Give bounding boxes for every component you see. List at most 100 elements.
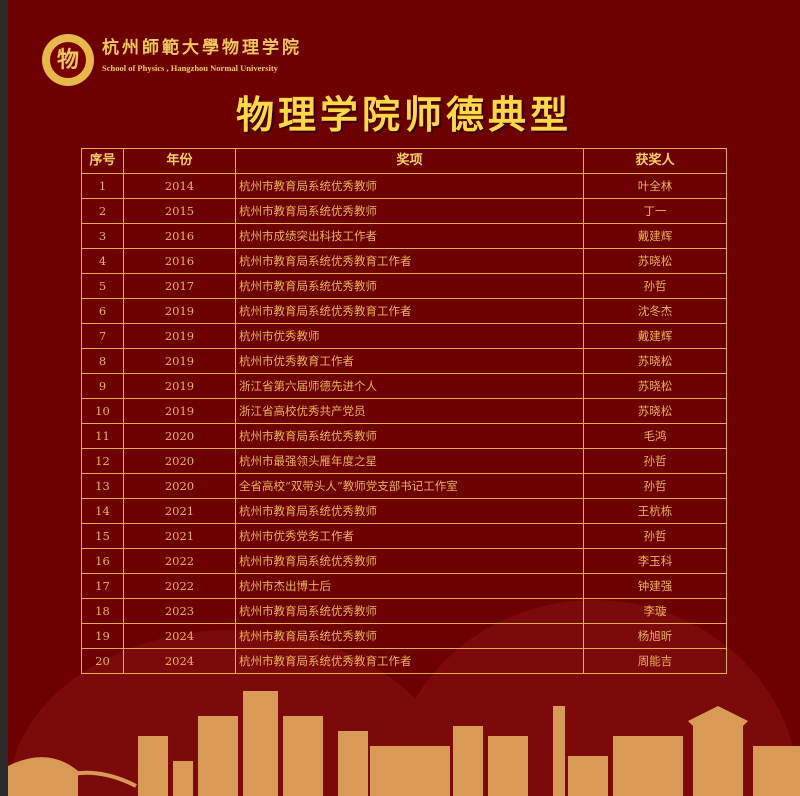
cell-year: 2017 [123, 273, 236, 299]
cell-no: 6 [81, 298, 124, 324]
cell-no: 1 [81, 173, 124, 199]
cell-winner: 孙哲 [583, 523, 727, 549]
cell-award: 浙江省第六届师德先进个人 [235, 373, 584, 399]
cell-award: 杭州市教育局系统优秀教师 [235, 173, 584, 199]
cell-award: 杭州市教育局系统优秀教师 [235, 498, 584, 524]
table-row: 7 2019 杭州市优秀教师 戴建辉 [81, 323, 727, 349]
cell-year: 2019 [123, 298, 236, 324]
cell-no: 15 [81, 523, 124, 549]
cell-winner: 苏晓松 [583, 348, 727, 374]
school-name-cn: 杭州師範大學物理学院 [102, 38, 302, 58]
table-row: 6 2019 杭州市教育局系统优秀教育工作者 沈冬杰 [81, 298, 727, 324]
cell-winner: 孙哲 [583, 473, 727, 499]
table-row: 3 2016 杭州市成绩突出科技工作者 戴建辉 [81, 223, 727, 249]
table-row: 18 2023 杭州市教育局系统优秀教师 李璇 [81, 598, 727, 624]
table-row: 1 2014 杭州市教育局系统优秀教师 叶全林 [81, 173, 727, 199]
cell-year: 2014 [123, 173, 236, 199]
cell-year: 2024 [123, 623, 236, 649]
cell-award: 杭州市教育局系统优秀教育工作者 [235, 648, 584, 674]
cell-year: 2016 [123, 248, 236, 274]
cell-no: 8 [81, 348, 124, 374]
cell-year: 2019 [123, 323, 236, 349]
cell-award: 杭州市教育局系统优秀教育工作者 [235, 248, 584, 274]
cell-year: 2024 [123, 648, 236, 674]
cell-no: 11 [81, 423, 124, 449]
logo-emblem: 物 [48, 40, 88, 80]
table-row: 16 2022 杭州市教育局系统优秀教师 李玉科 [81, 548, 727, 574]
cell-award: 全省高校“双带头人”教师党支部书记工作室 [235, 473, 584, 499]
cell-award: 杭州市教育局系统优秀教师 [235, 598, 584, 624]
cell-award: 杭州市杰出博士后 [235, 573, 584, 599]
cell-winner: 戴建辉 [583, 223, 727, 249]
table-header-row: 序号 年份 奖项 获奖人 [81, 148, 727, 174]
cell-winner: 孙哲 [583, 448, 727, 474]
cell-no: 18 [81, 598, 124, 624]
cell-award: 杭州市教育局系统优秀教师 [235, 548, 584, 574]
cell-year: 2015 [123, 198, 236, 224]
cell-award: 杭州市优秀教育工作者 [235, 348, 584, 374]
cell-award: 杭州市教育局系统优秀教师 [235, 423, 584, 449]
cell-year: 2016 [123, 223, 236, 249]
cell-year: 2021 [123, 498, 236, 524]
cell-winner: 杨旭昕 [583, 623, 727, 649]
cell-no: 17 [81, 573, 124, 599]
cell-winner: 王杭栋 [583, 498, 727, 524]
cell-winner: 苏晓松 [583, 248, 727, 274]
table-row: 20 2024 杭州市教育局系统优秀教育工作者 周能吉 [81, 648, 727, 674]
table-row: 14 2021 杭州市教育局系统优秀教师 王杭栋 [81, 498, 727, 524]
awards-table: 序号 年份 奖项 获奖人 1 2014 杭州市教育局系统优秀教师 叶全林 2 2015 杭州… [81, 148, 727, 674]
cell-year: 2020 [123, 448, 236, 474]
cell-no: 13 [81, 473, 124, 499]
column-header-winner: 获奖人 [583, 148, 727, 174]
cell-winner: 戴建辉 [583, 323, 727, 349]
cell-award: 杭州市优秀党务工作者 [235, 523, 584, 549]
cell-winner: 苏晓松 [583, 373, 727, 399]
cell-winner: 钟建强 [583, 573, 727, 599]
cell-no: 14 [81, 498, 124, 524]
cell-no: 2 [81, 198, 124, 224]
cell-no: 7 [81, 323, 124, 349]
cell-award: 杭州市最强领头雁年度之星 [235, 448, 584, 474]
table-row: 11 2020 杭州市教育局系统优秀教师 毛鸿 [81, 423, 727, 449]
table-row: 4 2016 杭州市教育局系统优秀教育工作者 苏晓松 [81, 248, 727, 274]
cell-award: 杭州市成绩突出科技工作者 [235, 223, 584, 249]
cell-winner: 苏晓松 [583, 398, 727, 424]
cell-no: 10 [81, 398, 124, 424]
cell-winner: 周能吉 [583, 648, 727, 674]
cell-award: 杭州市教育局系统优秀教育工作者 [235, 298, 584, 324]
poster: 物 杭州師範大學物理学院 School of Physics , Hangzho… [8, 0, 800, 796]
cell-year: 2020 [123, 423, 236, 449]
table-row: 5 2017 杭州市教育局系统优秀教师 孙哲 [81, 273, 727, 299]
cell-no: 12 [81, 448, 124, 474]
cell-award: 杭州市优秀教师 [235, 323, 584, 349]
cell-year: 2022 [123, 573, 236, 599]
cell-year: 2020 [123, 473, 236, 499]
cell-winner: 毛鸿 [583, 423, 727, 449]
cell-award: 杭州市教育局系统优秀教师 [235, 273, 584, 299]
cell-no: 16 [81, 548, 124, 574]
table-row: 17 2022 杭州市杰出博士后 钟建强 [81, 573, 727, 599]
cell-award: 浙江省高校优秀共产党员 [235, 398, 584, 424]
cell-no: 3 [81, 223, 124, 249]
cell-winner: 李璇 [583, 598, 727, 624]
column-header-no: 序号 [81, 148, 124, 174]
cell-year: 2022 [123, 548, 236, 574]
cell-year: 2019 [123, 348, 236, 374]
cell-year: 2019 [123, 398, 236, 424]
table-row: 13 2020 全省高校“双带头人”教师党支部书记工作室 孙哲 [81, 473, 727, 499]
cell-award: 杭州市教育局系统优秀教师 [235, 623, 584, 649]
column-header-award: 奖项 [235, 148, 584, 174]
cell-no: 4 [81, 248, 124, 274]
cell-winner: 叶全林 [583, 173, 727, 199]
cell-winner: 丁一 [583, 198, 727, 224]
city-skyline-illustration [8, 691, 800, 796]
table-row: 8 2019 杭州市优秀教育工作者 苏晓松 [81, 348, 727, 374]
cell-no: 5 [81, 273, 124, 299]
table-row: 12 2020 杭州市最强领头雁年度之星 孙哲 [81, 448, 727, 474]
column-header-year: 年份 [123, 148, 236, 174]
school-name-en: School of Physics , Hangzhou Normal Univ… [102, 63, 278, 73]
page-title: 物理学院师德典型 [235, 93, 572, 137]
table-row: 19 2024 杭州市教育局系统优秀教师 杨旭昕 [81, 623, 727, 649]
cell-winner: 沈冬杰 [583, 298, 727, 324]
